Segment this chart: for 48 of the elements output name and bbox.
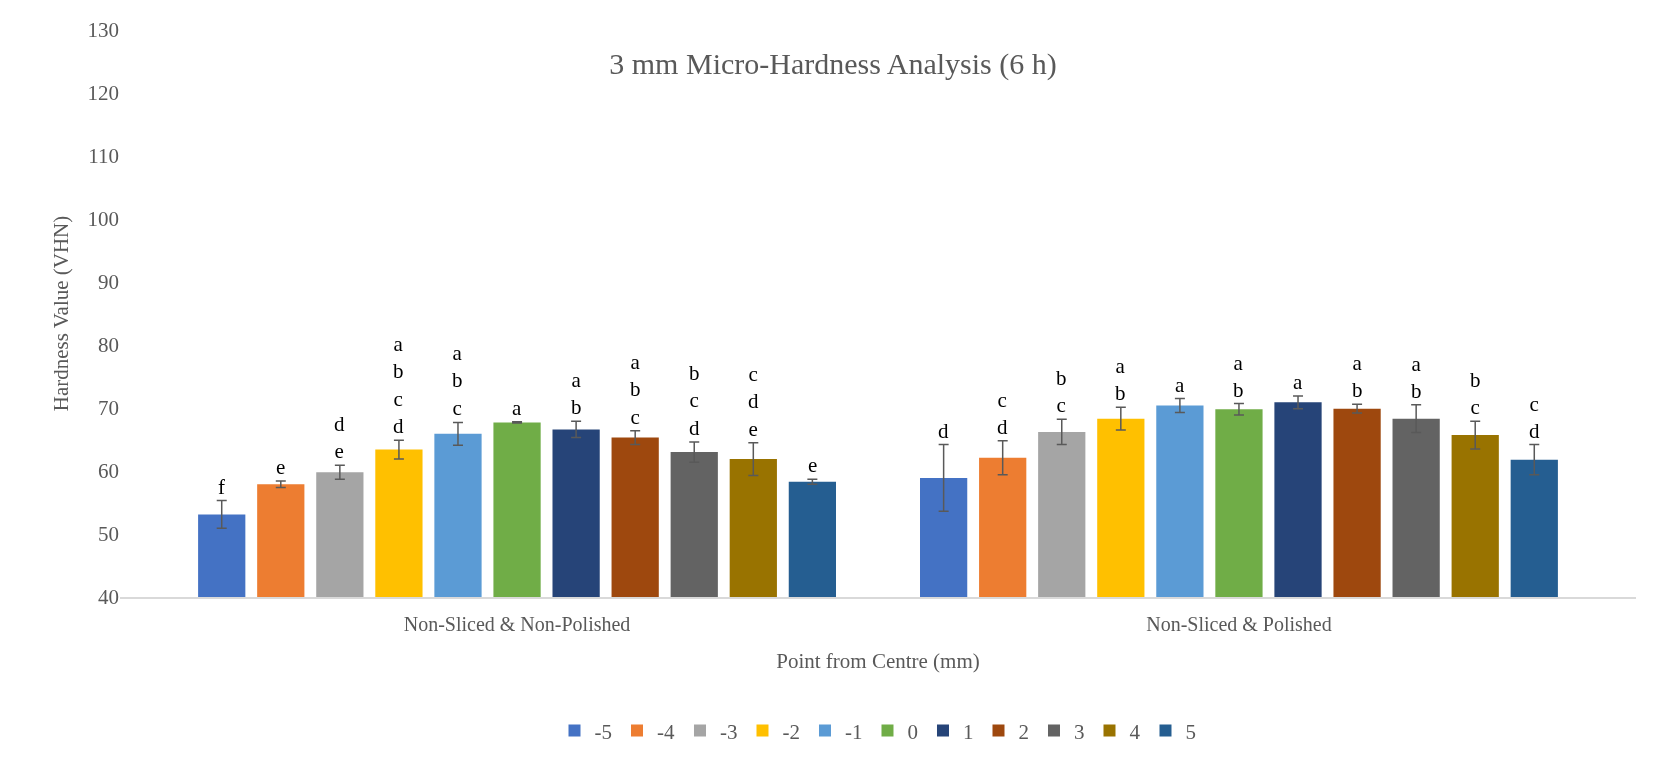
data-label: c d bbox=[997, 388, 1008, 440]
y-tick-label: 60 bbox=[98, 459, 119, 484]
y-tick-label: 80 bbox=[98, 333, 119, 358]
data-label: e bbox=[808, 453, 818, 477]
data-label: a bbox=[1175, 373, 1185, 397]
data-label: a b bbox=[1411, 352, 1422, 404]
data-label: e bbox=[276, 455, 286, 479]
x-tick-label: Non-Sliced & Polished bbox=[1146, 612, 1332, 635]
x-tick-label: Non-Sliced & Non-Polished bbox=[403, 612, 631, 635]
data-label: a b c bbox=[630, 350, 641, 429]
legend-label: -2 bbox=[782, 719, 800, 744]
data-label: a b c d bbox=[393, 332, 404, 438]
data-label: a bbox=[512, 396, 522, 420]
data-label: f bbox=[218, 475, 225, 499]
legend-label: 0 bbox=[907, 719, 918, 744]
legend-label: -4 bbox=[657, 719, 675, 744]
data-label: c d bbox=[1529, 392, 1540, 444]
legend-label: -5 bbox=[594, 719, 612, 744]
legend-label: 2 bbox=[1018, 719, 1029, 744]
legend-label: -3 bbox=[719, 719, 738, 744]
y-tick-label: 40 bbox=[98, 585, 119, 610]
y-tick-label: 110 bbox=[88, 144, 119, 169]
legend-label: 4 bbox=[1129, 719, 1141, 744]
legend-label: -1 bbox=[844, 719, 863, 744]
data-label: c d e bbox=[748, 362, 759, 441]
data-label: a b bbox=[1233, 351, 1244, 403]
data-label: a b bbox=[1115, 354, 1126, 406]
legend-label: 5 bbox=[1185, 719, 1196, 744]
data-label: a b bbox=[1352, 351, 1363, 403]
y-axis-title: Hardness Value (VHN) bbox=[49, 215, 73, 412]
x-axis-title: Point from Centre (mm) bbox=[776, 649, 980, 674]
data-label: b c d bbox=[689, 361, 700, 440]
text: 3 mm Micro-Hardness Analysis (6 h) bbox=[609, 47, 1057, 82]
y-tick-label: 90 bbox=[98, 270, 119, 295]
data-label: b c bbox=[1056, 366, 1067, 418]
y-tick-label: 100 bbox=[87, 207, 119, 232]
y-tick-label: 50 bbox=[98, 522, 119, 547]
y-tick-label: 130 bbox=[87, 18, 119, 43]
y-tick-label: 120 bbox=[87, 81, 119, 106]
data-label: a b bbox=[571, 368, 582, 420]
data-label: d bbox=[938, 419, 949, 443]
data-label: a bbox=[1293, 370, 1303, 394]
data-label: b c bbox=[1470, 368, 1481, 420]
legend-label: 1 bbox=[962, 719, 974, 744]
data-label: a b c bbox=[452, 341, 463, 420]
data-label: d e bbox=[334, 412, 345, 464]
legend-label: 3 bbox=[1073, 719, 1085, 744]
y-tick-label: 70 bbox=[98, 396, 119, 421]
